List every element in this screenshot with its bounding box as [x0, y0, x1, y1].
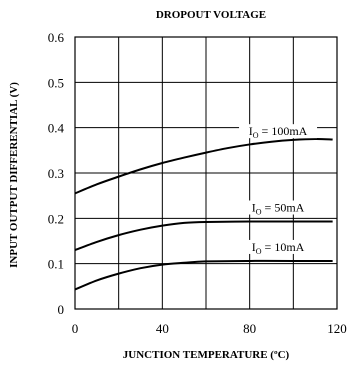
x-tick-label-2: 80 [243, 321, 256, 336]
series-curve-1 [74, 220, 333, 252]
series-label-sub-2: O [256, 247, 262, 256]
y-axis-ticks: 0 0.1 0.2 0.3 0.4 0.5 0.6 [48, 30, 65, 317]
y-tick-label-3: 0.3 [48, 166, 64, 181]
series-curve-2 [74, 259, 333, 291]
series-label-bg-2 [239, 239, 318, 254]
x-tick-label-1: 40 [156, 321, 169, 336]
x-tick-label-3: 120 [327, 321, 347, 336]
series-label-1: IO = 50mA [252, 201, 305, 217]
series-label-main-1: I [252, 201, 256, 215]
y-tick-label-2: 0.2 [48, 211, 64, 226]
y-axis-label: INPUT OUTPUT DIFFERENTIAL (V) [8, 82, 20, 268]
series-curves [74, 137, 333, 291]
series-curve-0 [74, 137, 333, 195]
y-tick-label-6: 0.6 [48, 30, 65, 45]
y-tick-label-5: 0.5 [48, 75, 64, 90]
y-tick-label-1: 0.1 [48, 257, 64, 272]
series-label-sub-1: O [256, 208, 262, 217]
y-tick-label-0: 0 [58, 302, 65, 317]
series-label-rest-1: = 50mA [262, 201, 305, 215]
series-label-2: IO = 10mA [252, 240, 305, 256]
series-label-bg-1 [239, 200, 318, 215]
x-axis-label: JUNCTION TEMPERATURE (ºC) [123, 349, 290, 361]
series-label-main-2: I [252, 240, 256, 254]
series-label-rest-0: = 100mA [259, 124, 308, 138]
y-tick-label-4: 0.4 [48, 121, 65, 136]
series-label-sub-0: O [253, 131, 259, 140]
chart-title: DROPOUT VOLTAGE [156, 9, 266, 21]
x-tick-label-0: 0 [72, 321, 79, 336]
series-label-bg-0 [239, 124, 318, 139]
x-axis-ticks: 0 40 80 120 [72, 321, 347, 336]
series-label-0: IO = 100mA [249, 124, 308, 140]
series-label-rest-2: = 10mA [262, 240, 305, 254]
series-label-main-0: I [249, 124, 253, 138]
plot-frame [74, 36, 338, 310]
plot-grid [74, 36, 338, 310]
